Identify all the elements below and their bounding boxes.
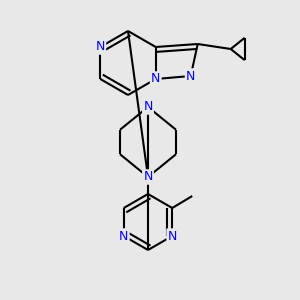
- Text: N: N: [168, 230, 177, 242]
- Text: N: N: [151, 73, 160, 85]
- Text: N: N: [143, 170, 153, 184]
- Text: N: N: [96, 40, 105, 53]
- Text: N: N: [186, 70, 195, 83]
- Text: N: N: [119, 230, 128, 242]
- Text: N: N: [143, 100, 153, 113]
